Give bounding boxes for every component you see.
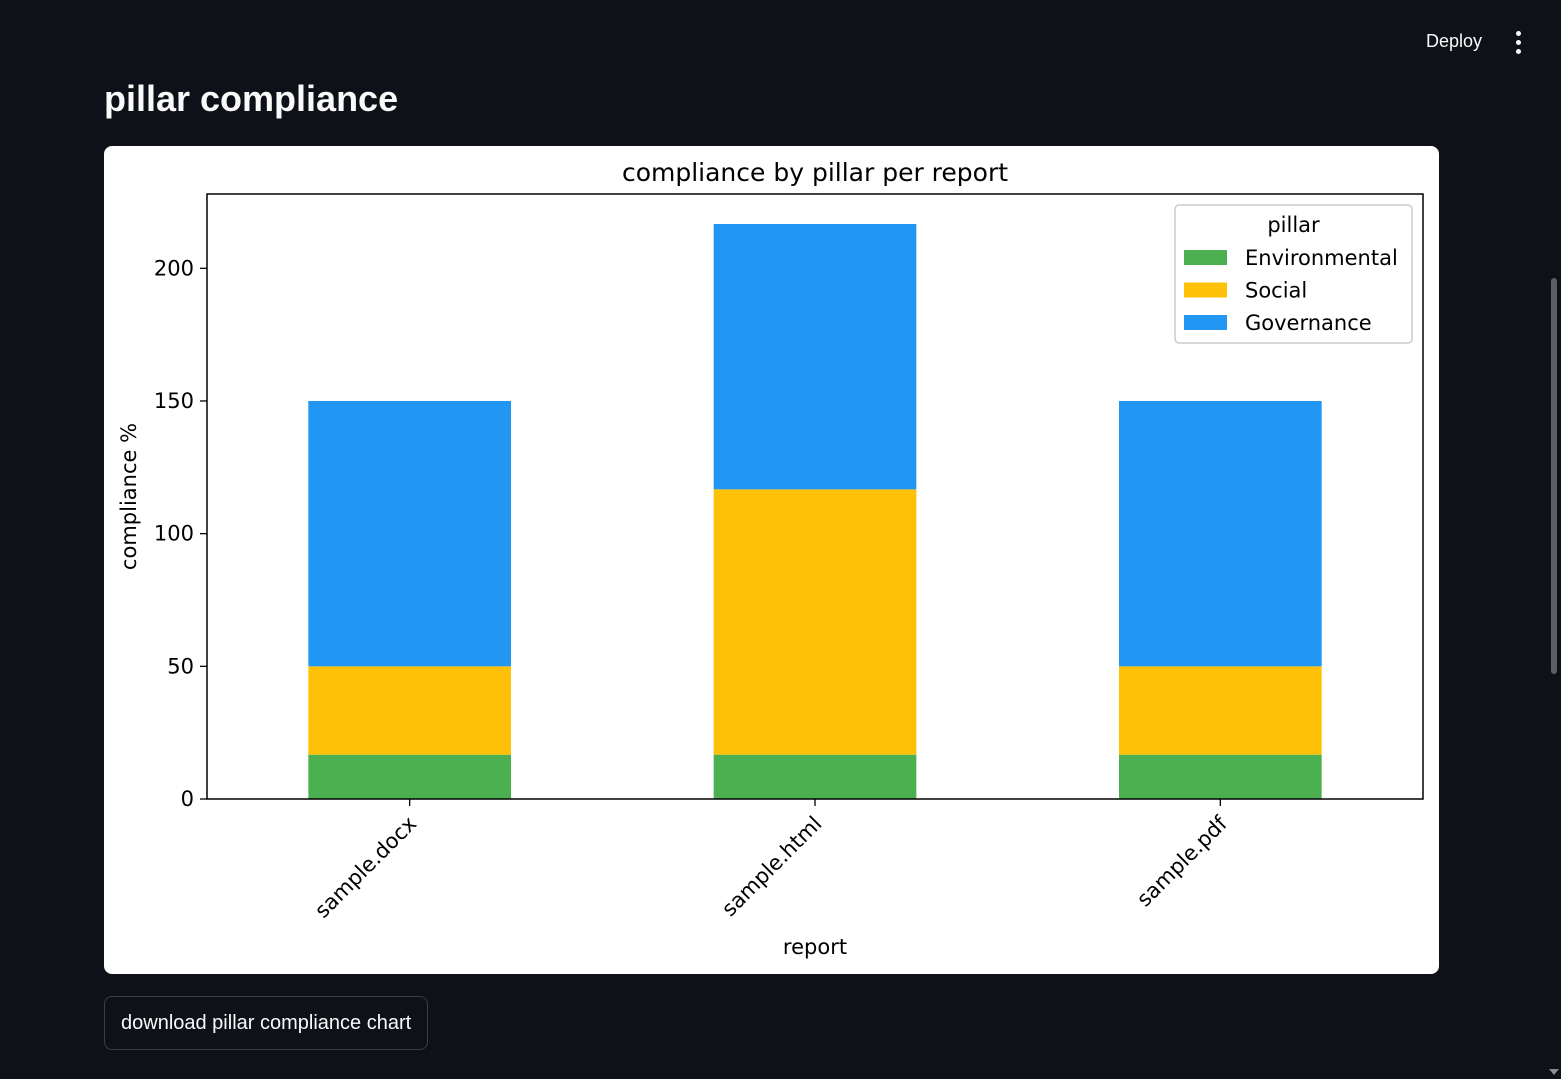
legend-title: pillar (1267, 213, 1320, 237)
legend-label-social: Social (1245, 279, 1307, 303)
deploy-button[interactable]: Deploy (1414, 28, 1494, 54)
bar-governance-sample-html (713, 223, 917, 490)
x-axis-label: report (783, 935, 847, 959)
bar-social-sample-html (713, 489, 917, 755)
legend-swatch-environmental (1184, 250, 1227, 265)
y-tick-label: 100 (154, 522, 194, 546)
bar-governance-sample-docx (308, 400, 511, 667)
x-tick-label: sample.html (717, 812, 827, 922)
x-tick-label: sample.docx (310, 812, 421, 923)
page-title: pillar compliance (104, 78, 399, 119)
y-tick-label: 50 (167, 654, 194, 678)
scroll-down-arrow-icon[interactable] (1549, 1069, 1559, 1075)
download-chart-button[interactable]: download pillar compliance chart (104, 996, 429, 1050)
stacked-bar-chart: compliance by pillar per report sample.do… (117, 158, 1424, 959)
plot-frame (206, 193, 1424, 800)
bar-governance-sample-pdf (1119, 400, 1322, 667)
bar-environmental-sample-docx (308, 754, 511, 799)
vertical-dots-icon[interactable] (1504, 28, 1532, 56)
legend-label-governance: Governance (1245, 311, 1372, 335)
app-header: Deploy (0, 0, 1561, 80)
y-tick-label: 150 (154, 389, 194, 413)
y-tick-label: 0 (181, 787, 194, 811)
scrollbar-thumb[interactable] (1551, 278, 1557, 674)
legend-label-environmental: Environmental (1245, 246, 1398, 270)
chart-card: compliance by pillar per report sample.do… (104, 146, 1439, 974)
y-tick-label: 200 (154, 256, 194, 280)
bar-environmental-sample-pdf (1119, 754, 1322, 799)
chart-title: compliance by pillar per report (622, 158, 1008, 187)
legend-swatch-governance (1184, 315, 1227, 330)
bar-environmental-sample-html (713, 754, 917, 799)
legend-swatch-social (1184, 282, 1227, 298)
y-axis-label: compliance % (117, 423, 141, 570)
bar-social-sample-pdf (1119, 666, 1322, 755)
scrollbar[interactable] (1547, 0, 1561, 1079)
x-tick-label: sample.pdf (1132, 811, 1232, 911)
bar-social-sample-docx (308, 666, 511, 755)
legend-box (1174, 204, 1413, 344)
